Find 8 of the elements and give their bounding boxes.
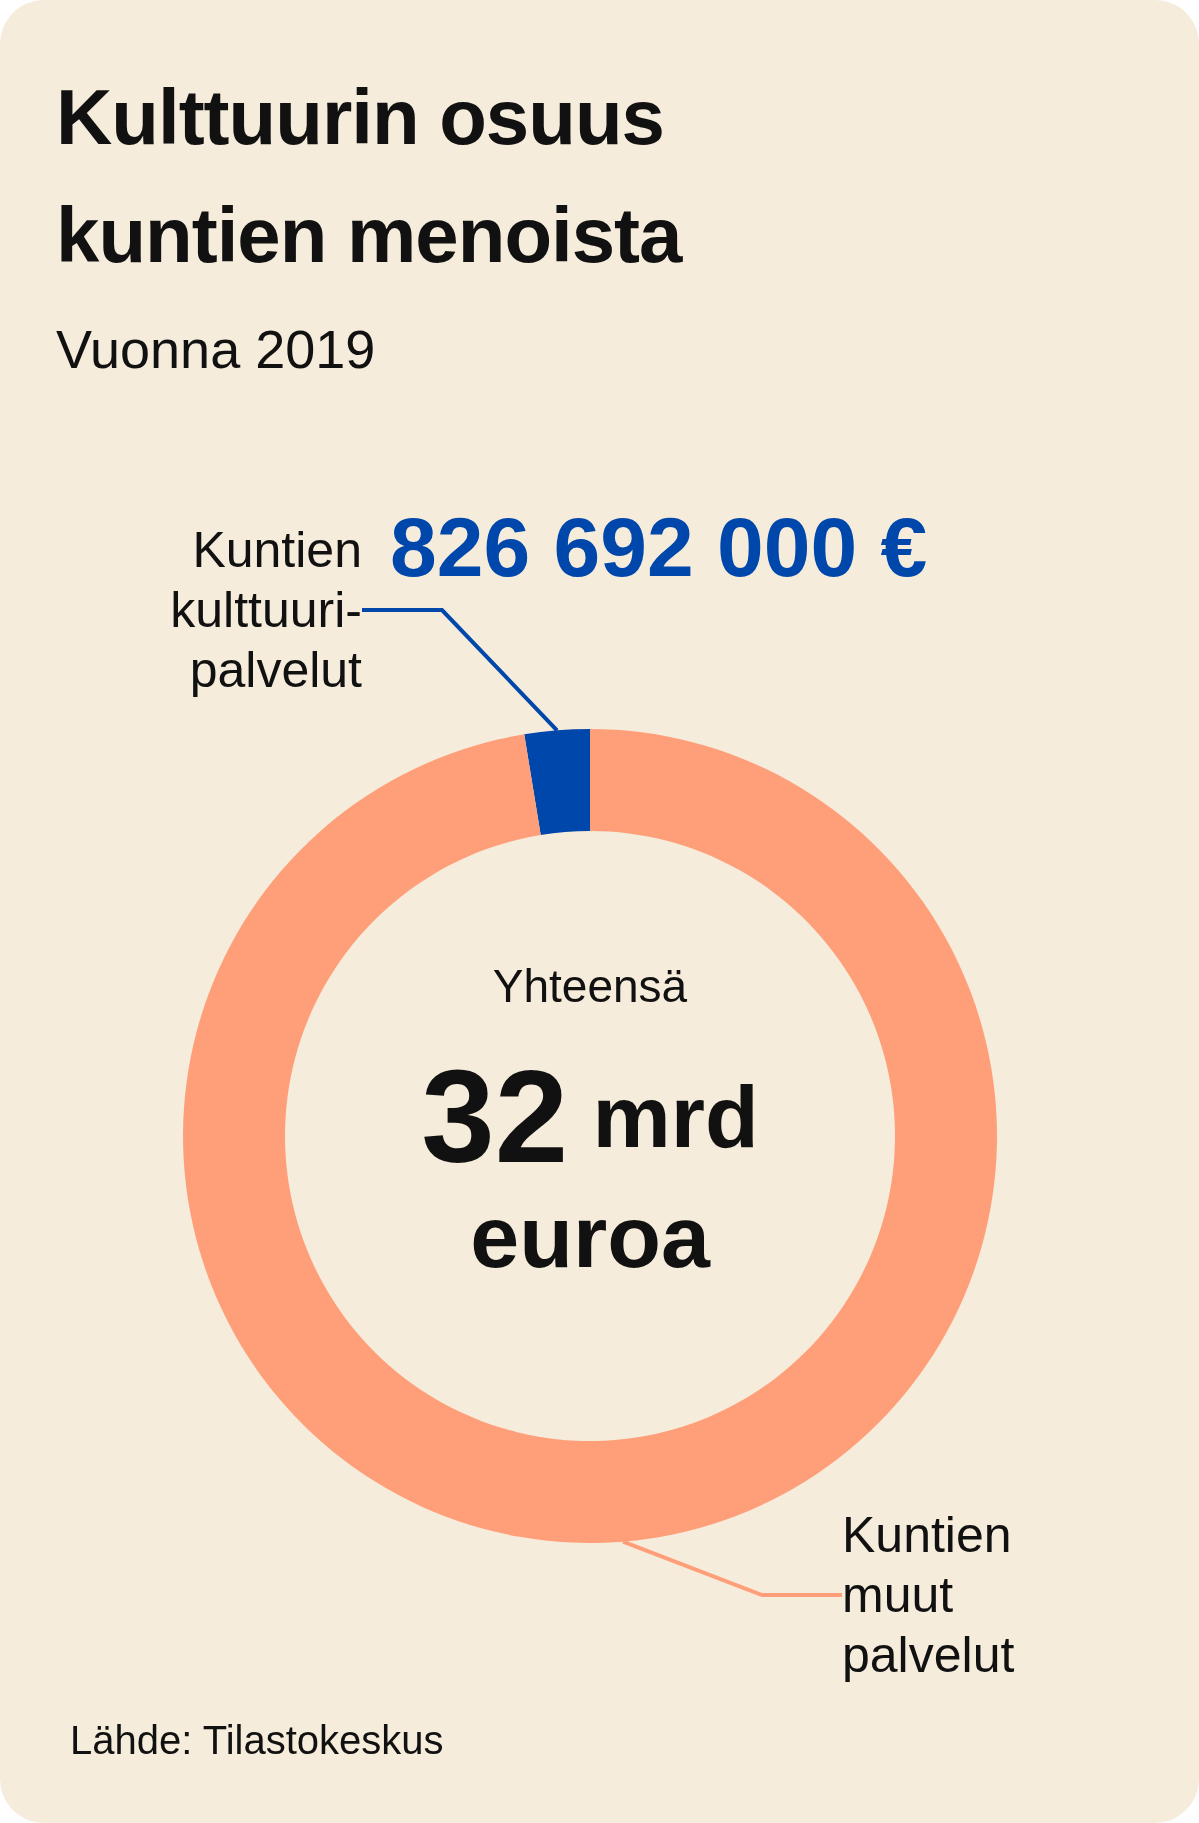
chart-subtitle: Vuonna 2019 [56,318,376,380]
slice-label: Kuntien muut palvelut [842,1507,1015,1683]
slice-label: Kuntien kulttuuri-palvelut [170,522,363,698]
text: Lähde: Tilastokeskus [70,1718,444,1763]
chart-title: Kulttuurin osuus kuntien menoista [56,72,684,281]
text: Yhteensä [492,960,688,1012]
data-label: 826 692 000 € [390,500,928,594]
text: 32 mrd euroa [421,1042,759,1286]
